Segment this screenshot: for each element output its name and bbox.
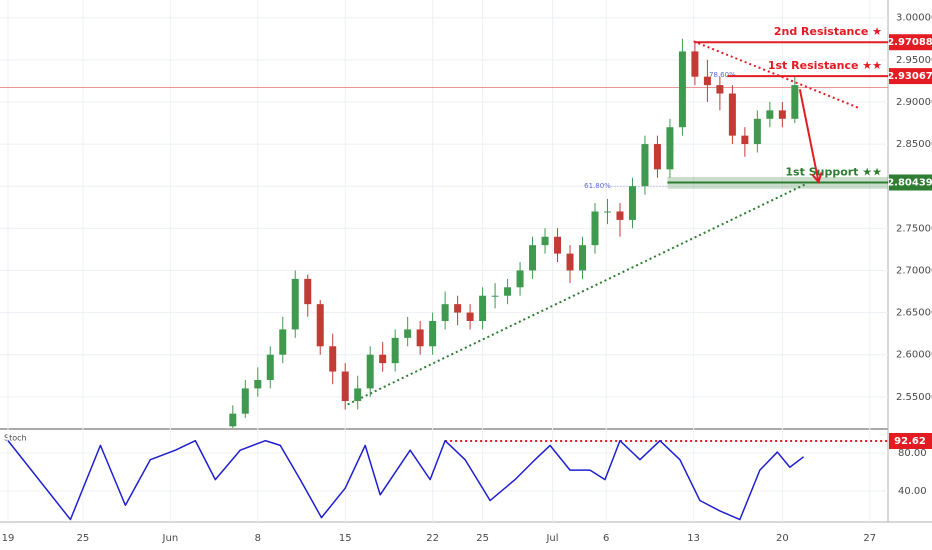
- x-tick-label: 15: [339, 533, 352, 544]
- x-tick-label: 13: [687, 533, 700, 544]
- arrow-head: [811, 172, 823, 185]
- candle-body: [304, 278, 312, 305]
- candle-body: [441, 304, 449, 321]
- price-label: 2.80439: [887, 177, 932, 188]
- candle-body: [404, 329, 412, 338]
- stoch-line: [7, 439, 805, 521]
- price-label: 2.93067: [887, 71, 932, 82]
- y-tick-label: 2.85000: [896, 139, 932, 150]
- candle-body: [416, 329, 424, 347]
- x-tick-label: 27: [863, 533, 876, 544]
- candle-body: [291, 278, 299, 330]
- candle-body: [316, 304, 324, 347]
- candle-body: [728, 93, 736, 136]
- candle-body: [741, 135, 749, 145]
- candle-body: [479, 295, 487, 321]
- candle-body: [616, 211, 624, 220]
- price-label-box: [889, 174, 932, 191]
- candle-body: [716, 85, 724, 94]
- candle-body: [678, 51, 686, 128]
- candle-body: [703, 76, 711, 86]
- candle-body: [579, 245, 587, 271]
- x-tick-label: 25: [476, 533, 489, 544]
- candle-body: [766, 110, 774, 119]
- candle-body: [554, 236, 562, 254]
- price-label-box: [889, 433, 932, 450]
- candle-body: [529, 245, 537, 271]
- level-text: 2nd Resistance ★: [774, 25, 882, 38]
- candle-body: [391, 337, 399, 364]
- candle-body: [691, 51, 699, 77]
- candle-body: [354, 388, 362, 402]
- x-tick-label: 22: [426, 533, 439, 544]
- candle-body: [541, 236, 549, 246]
- x-tick-label: Jun: [162, 533, 179, 544]
- y-tick-label: 3.00000: [896, 13, 932, 24]
- candle-body: [241, 388, 249, 414]
- stoch-label: Stoch: [4, 434, 27, 443]
- y-tick-label: 2.65000: [896, 308, 932, 319]
- candle-body: [628, 186, 636, 220]
- candle-body: [266, 354, 274, 380]
- candle-body: [504, 287, 512, 296]
- price-label: 2.97088: [887, 37, 932, 48]
- x-tick-label: 19: [2, 533, 15, 544]
- candle-body: [641, 144, 649, 187]
- level-text: 1st Resistance ★★: [768, 59, 882, 72]
- y-tick-label: 2.70000: [896, 265, 932, 276]
- price-label: 92.62: [894, 436, 926, 447]
- y-tick-label: 2.55000: [896, 392, 932, 403]
- level-text: 1st Support ★★: [785, 165, 882, 178]
- candle-body: [791, 85, 799, 119]
- arrow: [798, 89, 820, 183]
- candle-body: [254, 379, 262, 389]
- x-tick-label: Jul: [545, 533, 558, 544]
- y-tick-label: 2.60000: [896, 350, 932, 361]
- candle-body: [516, 270, 524, 288]
- candle-body: [429, 321, 437, 347]
- candle-body: [341, 371, 349, 402]
- y-tick-label: 2.75000: [896, 223, 932, 234]
- candle-body: [566, 253, 574, 271]
- x-tick-label: 20: [776, 533, 789, 544]
- candle-body: [466, 312, 474, 321]
- candle-body: [366, 354, 374, 389]
- price-label-box: [889, 68, 932, 85]
- y-tick-label: 40.00: [898, 486, 927, 497]
- candle-body: [778, 110, 786, 119]
- candle-body: [454, 304, 462, 313]
- candle-body: [229, 413, 237, 427]
- x-tick-label: 8: [255, 533, 261, 544]
- candle-body: [603, 211, 611, 213]
- candle-body: [591, 211, 599, 246]
- y-tick-label: 2.90000: [896, 97, 932, 108]
- candle-body: [753, 118, 761, 145]
- x-tick-label: 6: [603, 533, 609, 544]
- candle-body: [653, 144, 661, 170]
- candle-body: [329, 346, 337, 372]
- fib-label: 78.60%: [709, 71, 736, 79]
- candle-body: [379, 354, 387, 364]
- x-tick-label: 25: [77, 533, 90, 544]
- candle-body: [491, 295, 499, 297]
- candle-body: [279, 329, 287, 355]
- candle-body: [666, 127, 674, 170]
- y-tick-label: 2.95000: [896, 55, 932, 66]
- fib-label: 61.80%: [584, 182, 611, 190]
- price-label-box: [889, 34, 932, 51]
- y-tick-label: 80.00: [898, 448, 927, 459]
